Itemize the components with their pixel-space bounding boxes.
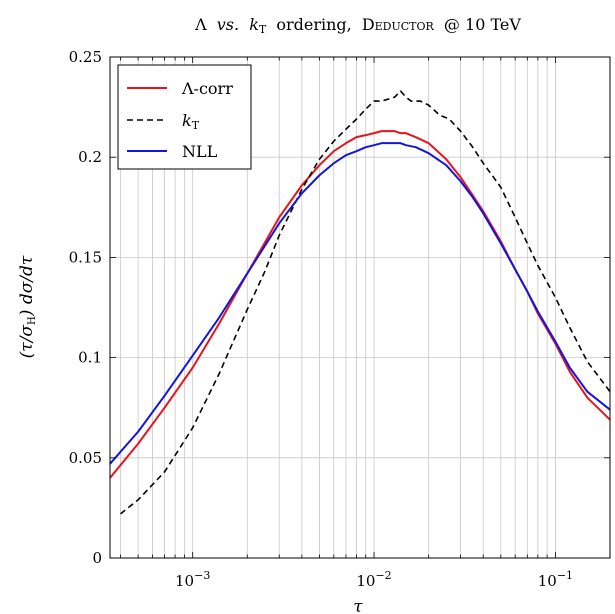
x-tick-label-base: 10: [175, 572, 194, 590]
y-tick-label: 0.25: [69, 48, 102, 66]
y-label-sub: H: [27, 316, 38, 325]
y-label-close: ) dσ/dτ: [17, 255, 37, 317]
x-axis-label: τ: [353, 597, 363, 614]
y-label-open: (τ/σ: [17, 325, 37, 359]
y-tick-label: 0: [92, 549, 102, 567]
x-tick-label: 10−3: [175, 569, 210, 590]
y-axis-label: (τ/σH) dσ/dτ: [17, 255, 38, 358]
x-tick-label-base: 10: [538, 572, 557, 590]
legend: Λ-corr kT NLL: [117, 64, 252, 170]
chart-title: Λ vs. kT ordering, Deductor @ 10 TeV: [194, 15, 521, 37]
ticks: [110, 56, 611, 559]
title-k: k: [249, 15, 259, 34]
legend-label-lambda-corr: Λ-corr: [181, 79, 233, 98]
legend-kt-k: k: [182, 111, 192, 130]
title-energy: @ 10 TeV: [444, 15, 521, 34]
legend-label-nll: NLL: [182, 142, 218, 161]
x-tick-label: 10−1: [538, 569, 573, 590]
y-tick-label: 0.2: [78, 148, 102, 166]
title-lambda: Λ: [194, 15, 207, 34]
title-k-sub: T: [259, 23, 267, 36]
y-tick-label: 0.15: [69, 248, 102, 266]
title-ordering: ordering,: [276, 15, 351, 34]
legend-label-kt: kT: [182, 111, 200, 132]
series-line-nll: [109, 142, 611, 465]
x-tick-label-exponent: −1: [557, 569, 573, 582]
title-deductor: Deductor: [362, 15, 435, 34]
x-tick-label-exponent: −3: [194, 569, 210, 582]
x-tick-label-base: 10: [356, 572, 375, 590]
legend-kt-sub: T: [192, 119, 200, 132]
title-vs: vs.: [217, 15, 239, 34]
series-group: [109, 90, 611, 515]
series-line-kt: [120, 90, 611, 515]
y-tick-label: 0.1: [78, 349, 102, 367]
x-tick-label-exponent: −2: [375, 569, 391, 582]
x-tick-label: 10−2: [356, 569, 391, 590]
plot-frame: [109, 56, 611, 559]
y-tick-label: 0.05: [69, 449, 102, 467]
